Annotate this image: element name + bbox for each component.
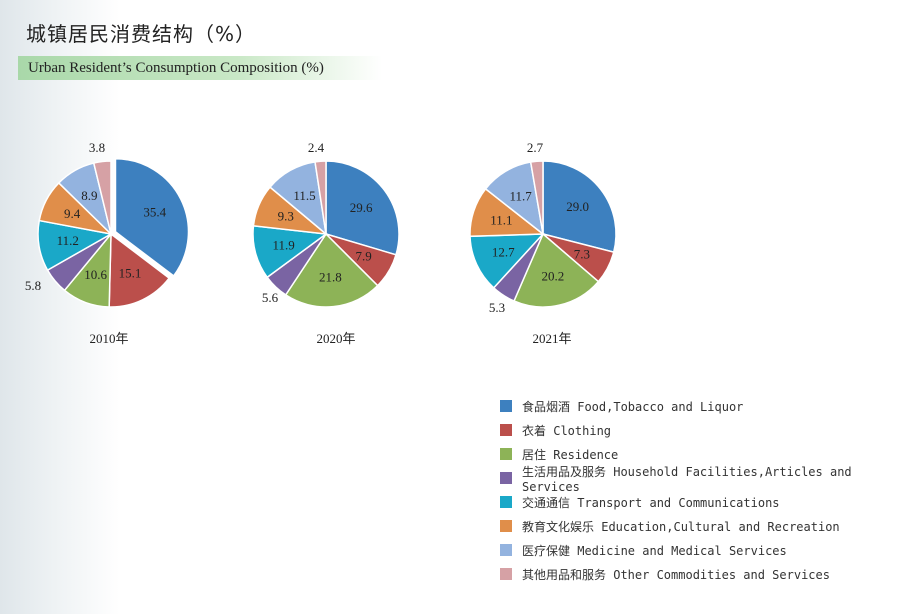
- legend-item: 交通通信 Transport and Communications: [500, 490, 900, 514]
- pie-slice: [325, 160, 400, 256]
- legend-item: 衣着 Clothing: [500, 418, 900, 442]
- data-label: 5.3: [489, 300, 505, 315]
- chart-legend: 食品烟酒 Food,Tobacco and Liquor 衣着 Clothing 居…: [500, 394, 900, 586]
- pie-slice: [92, 160, 112, 235]
- data-label: 9.3: [278, 209, 294, 224]
- legend-swatch: [500, 400, 512, 412]
- data-label: 5.8: [25, 278, 41, 293]
- pie-charts: 35.4 15.1 10.6 5.8 11.2 9.48.9 3.8 2010年 29.6 7.9…: [25, 140, 617, 346]
- pie-slice: [529, 160, 544, 235]
- pie-chart: 35.4 15.1 10.6 5.8 11.2 9.48.9 3.8 2010年: [25, 140, 190, 346]
- legend-swatch: [500, 520, 512, 532]
- page-subtitle: Urban Resident’s Consumption Composition…: [18, 56, 382, 80]
- legend-item: 居住 Residence: [500, 442, 900, 466]
- legend-item: 食品烟酒 Food,Tobacco and Liquor: [500, 394, 900, 418]
- chart-title: 2021年: [532, 331, 571, 346]
- pie-slice: [469, 233, 545, 289]
- data-label: 35.4: [143, 204, 166, 219]
- chart-title: 2020年: [316, 331, 355, 346]
- data-label: 11.7: [509, 188, 532, 203]
- data-label: 21.8: [319, 270, 342, 285]
- chart-title: 2010年: [89, 331, 128, 346]
- data-label: 7.3: [574, 246, 590, 261]
- data-label: 2.4: [308, 140, 325, 155]
- data-label: 11.9: [273, 237, 295, 252]
- pie-slice: [542, 160, 617, 254]
- pie-slice: [284, 232, 379, 308]
- legend-label: 交通通信 Transport and Communications: [522, 495, 780, 510]
- legend-swatch: [500, 544, 512, 556]
- legend-label: 食品烟酒 Food,Tobacco and Liquor: [522, 399, 744, 414]
- data-label: 8.9: [81, 188, 97, 203]
- legend-item: 其他用品和服务 Other Commodities and Services: [500, 562, 900, 586]
- data-label: 11.1: [490, 212, 512, 227]
- data-label: 11.5: [293, 188, 315, 203]
- legend-item: 生活用品及服务 Household Facilities,Articles an…: [500, 465, 900, 494]
- legend-label: 教育文化娱乐 Education,Cultural and Recreation: [522, 519, 840, 534]
- data-label: 3.8: [89, 140, 105, 155]
- data-label: 2.7: [527, 140, 544, 155]
- legend-swatch: [500, 424, 512, 436]
- data-label: 7.9: [356, 248, 372, 263]
- legend-label: 医疗保健 Medicine and Medical Services: [522, 543, 787, 558]
- background-gradient: [0, 0, 120, 614]
- legend-swatch: [500, 496, 512, 508]
- data-label: 9.4: [64, 206, 81, 221]
- legend-swatch: [500, 568, 512, 580]
- data-label: 15.1: [119, 265, 142, 280]
- pie-chart: 29.0 7.3 20.2 5.3 12.7 11.1 11.7 2.7 2021年: [469, 140, 617, 346]
- pie-chart: 29.6 7.9 21.8 5.6 11.9 9.3 11.5 2.4 2020年: [252, 140, 400, 346]
- legend-swatch: [500, 472, 512, 484]
- data-label: 11.2: [57, 233, 79, 248]
- legend-label: 生活用品及服务 Household Facilities,Articles an…: [522, 464, 852, 494]
- legend-label: 其他用品和服务 Other Commodities and Services: [522, 567, 830, 582]
- legend-swatch: [500, 448, 512, 460]
- pie-slice: [314, 160, 327, 235]
- legend-label: 衣着 Clothing: [522, 423, 612, 438]
- pie-slice: [108, 232, 171, 308]
- pie-slice: [513, 232, 600, 308]
- data-label: 20.2: [541, 269, 564, 284]
- legend-item: 医疗保健 Medicine and Medical Services: [500, 538, 900, 562]
- data-label: 12.7: [492, 244, 515, 259]
- data-label: 5.6: [262, 290, 279, 305]
- page-title: 城镇居民消费结构（%）: [26, 22, 257, 46]
- data-label: 29.0: [566, 199, 589, 214]
- pie-slice: [114, 158, 190, 277]
- data-label: 29.6: [350, 200, 373, 215]
- legend-item: 教育文化娱乐 Education,Cultural and Recreation: [500, 514, 900, 538]
- data-label: 10.6: [84, 267, 107, 282]
- legend-label: 居住 Residence: [522, 447, 619, 462]
